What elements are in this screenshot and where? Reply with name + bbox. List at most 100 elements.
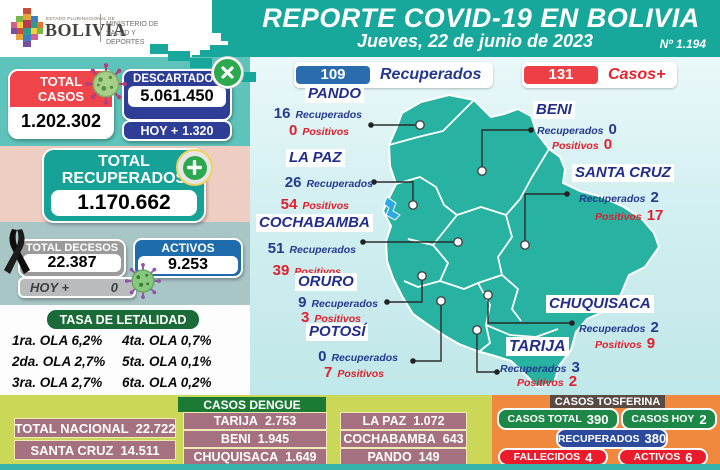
logo-area: ESTADO PLURINACIONAL DE BOLIVIA MINISTER… [0, 0, 228, 57]
recuperados-total-badge: 109 Recuperados [294, 62, 494, 88]
virus-icon [85, 63, 127, 105]
positivos-label: Positivos [552, 140, 599, 152]
dengue-value: 14.511 [120, 442, 160, 458]
positivos-label: Positivos [302, 200, 349, 212]
map-label-santa-cruz: SANTA CRUZ [572, 164, 674, 182]
total-decesos-card: TOTAL DECESOS 22.387 [18, 239, 126, 278]
positivos-label: Positivos [314, 313, 361, 325]
dengue-label: BENI [220, 432, 251, 446]
recuperados-label: Recuperados [579, 193, 646, 205]
tarija-positivos: Positivos 2 [517, 373, 577, 390]
total-recuperados-card: TOTAL RECUPERADOS 1.170.662 [42, 148, 206, 223]
pill-label: CASOS TOTAL [507, 413, 582, 425]
decesos-hoy: HOY + 0 [18, 277, 136, 298]
dengue-row-cochabamba: COCHABAMBA 643 [340, 430, 467, 448]
dengue-label: TARIJA [213, 414, 258, 428]
tosferina-recuperados: RECUPERADOS 380 [556, 428, 668, 449]
bolivia-map [360, 94, 660, 388]
map-label-beni: BENI [533, 101, 575, 119]
dengue-row-la-paz: LA PAZ 1.072 [340, 412, 467, 430]
recuperados-label: Recuperados [311, 298, 378, 310]
descartados-value: 5.061.450 [128, 86, 226, 107]
activos-value: 9.253 [138, 256, 238, 274]
dengue-label: SANTA CRUZ [30, 442, 114, 458]
dengue-label: LA PAZ [362, 414, 407, 428]
total-decesos-value: 22.387 [23, 254, 121, 272]
pill-label: CASOS HOY [631, 413, 695, 425]
department-borders [388, 99, 559, 352]
tarija-recuperados-value: 3 [571, 359, 580, 376]
map-label-chuquisaca: CHUQUISACA [546, 295, 654, 313]
tosferina-title: CASOS TOSFERINA [550, 395, 665, 408]
potosi-positivos-value: 7 [323, 364, 333, 381]
connector-endpoints [360, 122, 575, 375]
logo-divider [100, 14, 101, 42]
ola-stat: 4ta. OLA 0,7% [122, 333, 212, 348]
beni-recuperados: Recuperados 0 [537, 121, 617, 138]
oruro-recuperados-value: 9 [298, 294, 307, 311]
oruro-recuperados: 9 Recuperados [250, 294, 378, 311]
pill-value: 6 [685, 449, 693, 465]
tasa-letalidad-title: TASA DE LETALIDAD [46, 309, 200, 330]
tosferina-casos-hoy: CASOS HOY 2 [621, 408, 717, 430]
decesos-hoy-value: 0 [110, 280, 118, 295]
descartados-hoy-label: HOY + [140, 123, 179, 138]
potosi-positivos: 7 Positivos [250, 364, 384, 381]
pill-value: 390 [586, 411, 609, 427]
page-title: REPORTE COVID-19 EN BOLIVIA [262, 3, 700, 33]
total-casos-card: TOTAL CASOS 1.202.302 [8, 69, 114, 139]
recuperados-label: Recuperados [295, 109, 362, 121]
positivos-label: Positivos [517, 377, 564, 389]
la-paz-recuperados-value: 26 [284, 174, 302, 191]
dengue-row-total-nacional: TOTAL NACIONAL 22.722 [14, 418, 176, 438]
tosferina-casos-total: CASOS TOTAL 390 [497, 408, 619, 430]
bolivia-coat-logo [11, 8, 43, 47]
ola-stat: 3ra. OLA 2,7% [12, 375, 103, 390]
tosferina-fallecidos: FALLECIDOS 4 [498, 448, 608, 466]
santa-cruz-positivos: Positivos 17 [595, 207, 663, 224]
ola-stat: 2da. OLA 2,7% [12, 354, 106, 369]
total-casos-value: 1.202.302 [20, 111, 102, 132]
descartados-hoy-value: 1.320 [182, 123, 214, 138]
chuquisaca-recuperados-value: 2 [650, 319, 659, 336]
logo-country-name: BOLIVIA [45, 20, 127, 40]
santa-cruz-recuperados-value: 2 [650, 189, 659, 206]
dengue-value: 2.753 [264, 414, 297, 428]
la-paz-positivos-value: 54 [280, 196, 298, 213]
dengue-row-tarija: TARIJA 2.753 [183, 412, 327, 430]
pill-value: 4 [585, 449, 593, 465]
casos-total-badge: 131 Casos+ [522, 62, 678, 88]
pill-label: ACTIVOS [633, 451, 681, 463]
beni-recuperados-value: 0 [608, 121, 617, 138]
dengue-label: TOTAL NACIONAL [14, 420, 129, 436]
dengue-value: 643 [442, 432, 464, 446]
recuperados-label: Recuperados [500, 363, 567, 375]
tarija-recuperados: Recuperados 3 [500, 359, 580, 376]
activos-title: ACTIVOS [161, 241, 215, 255]
pando-recuperados: 16 Recuperados [250, 105, 362, 122]
positivos-label: Positivos [595, 211, 642, 223]
dengue-value: 149 [418, 450, 440, 464]
virus-icon [124, 262, 162, 300]
recuperados-total-label: Recuperados [380, 66, 482, 83]
dengue-value: 1.072 [413, 414, 445, 428]
beni-positivos-value: 0 [603, 136, 613, 153]
potosi-recuperados: 0 Recuperados [250, 348, 398, 365]
x-icon [212, 57, 243, 88]
descartados-hoy: HOY + 1.320 [122, 120, 232, 141]
map-label-potosi: POTOSÍ [306, 323, 369, 341]
recuperados-label: Recuperados [306, 178, 373, 190]
santa-cruz-positivos-value: 17 [646, 207, 664, 224]
cochabamba-positivos-value: 39 [272, 262, 290, 279]
la-paz-positivos: 54 Positivos [250, 196, 349, 213]
plus-icon [176, 149, 213, 186]
beni-positivos: Positivos 0 [552, 136, 612, 153]
santa-cruz-recuperados: Recuperados 2 [579, 189, 659, 206]
total-recuperados-title: TOTAL RECUPERADOS [61, 153, 187, 187]
tarija-positivos-value: 2 [568, 373, 578, 390]
tasa-letalidad-list: 1ra. OLA 6,2% 4ta. OLA 0,7% 2da. OLA 2,7… [12, 331, 242, 392]
descartados-title: DESCARTADOS [133, 73, 221, 85]
map-label-la-paz: LA PAZ [286, 149, 345, 167]
la-paz-recuperados: 26 Recuperados [250, 174, 373, 191]
